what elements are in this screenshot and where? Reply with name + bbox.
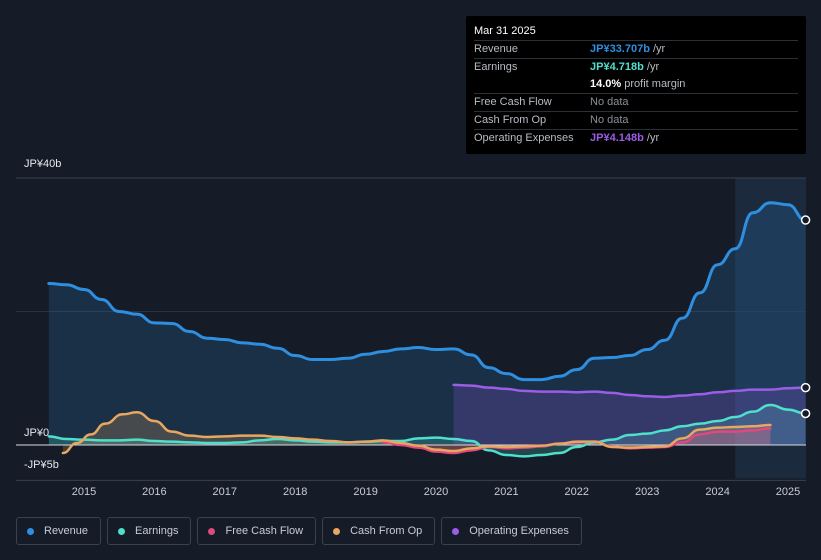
x-tick-label: 2018 xyxy=(282,486,308,498)
series-line-operating-expenses[interactable] xyxy=(452,383,807,399)
tooltip-row-label xyxy=(474,76,590,93)
tooltip-value-unit: /yr xyxy=(646,132,660,144)
x-tick-label: 2019 xyxy=(353,486,378,498)
x-tick-label: 2024 xyxy=(705,486,730,498)
series-line-cash-from-op[interactable] xyxy=(61,411,772,455)
x-tick-label: 2025 xyxy=(775,486,801,498)
tooltip-panel: Mar 31 2025 Revenue JP¥33.707b /yr Earning… xyxy=(466,16,806,154)
tooltip-value-text: JP¥4.148b xyxy=(590,132,644,144)
tooltip-date: Mar 31 2025 xyxy=(474,25,536,37)
legend-label: Earnings xyxy=(135,525,179,537)
legend-label: Cash From Op xyxy=(350,525,423,537)
tooltip-row-label: Revenue xyxy=(474,43,519,55)
series-line-revenue[interactable] xyxy=(47,201,808,382)
legend-item-free-cash-flow[interactable]: Free Cash Flow xyxy=(197,517,317,545)
tooltip-row-value: 14.0% profit margin xyxy=(590,76,798,93)
x-tick-label: 2017 xyxy=(212,486,238,498)
y-tick-label: -JP¥5b xyxy=(24,459,59,471)
tooltip-value-text: 14.0% xyxy=(590,78,622,90)
tooltip-row-label: Free Cash Flow xyxy=(474,96,552,108)
legend-item-revenue[interactable]: Revenue xyxy=(16,517,102,545)
x-tick-label: 2015 xyxy=(71,486,97,498)
tooltip-value-text: JP¥33.707b xyxy=(590,43,650,55)
series-area-operating-expenses xyxy=(453,384,806,445)
legend-label: Operating Expenses xyxy=(469,525,569,537)
tooltip-value-text: No data xyxy=(590,114,629,126)
series-marker-revenue[interactable] xyxy=(800,215,811,225)
legend-dot-icon xyxy=(208,527,216,535)
tooltip-row-value: JP¥4.148b /yr xyxy=(590,130,798,147)
tooltip-row-label: Operating Expenses xyxy=(474,132,574,144)
chart-area xyxy=(16,177,811,481)
x-tick-label: 2023 xyxy=(634,486,660,498)
y-tick-label: JP¥40b xyxy=(24,158,62,170)
tooltip-row: Revenue JP¥33.707b /yr xyxy=(474,40,798,58)
tooltip-row: Earnings JP¥4.718b /yr xyxy=(474,58,798,76)
tooltip-value-unit: /yr xyxy=(653,43,666,55)
tooltip-value-text: JP¥4.718b xyxy=(590,61,644,73)
series-marker-operating-expenses[interactable] xyxy=(800,382,811,393)
x-tick-label: 2016 xyxy=(142,486,167,498)
legend-item-cash-from-op[interactable]: Cash From Op xyxy=(322,517,436,545)
legend-label: Revenue xyxy=(44,525,89,537)
tooltip-row-value: JP¥33.707b /yr xyxy=(590,41,798,58)
legend-dot-icon xyxy=(27,527,34,535)
legend-item-earnings[interactable]: Earnings xyxy=(107,517,192,545)
series-line-earnings[interactable] xyxy=(47,403,807,458)
y-tick-label: JP¥0 xyxy=(24,427,50,439)
tooltip-row: Cash From Op No data xyxy=(474,111,798,129)
legend-dot-icon xyxy=(118,527,126,535)
legend-dot-icon xyxy=(333,527,341,535)
tooltip-value-unit: profit margin xyxy=(624,78,686,90)
tooltip-row-value: No data xyxy=(590,94,798,111)
legend-dot-icon xyxy=(452,527,460,535)
legend: Revenue Earnings Free Cash Flow Cash From O… xyxy=(16,517,582,545)
tooltip-row: Free Cash Flow No data xyxy=(474,93,798,111)
tooltip-row-label: Earnings xyxy=(474,61,518,73)
tooltip-value-text: No data xyxy=(590,96,629,108)
tooltip-value-unit: /yr xyxy=(646,61,660,73)
tooltip-row-value: No data xyxy=(590,112,798,129)
tooltip-row: Operating Expenses JP¥4.148b /yr xyxy=(474,129,798,147)
legend-label: Free Cash Flow xyxy=(225,525,304,537)
x-tick-label: 2022 xyxy=(564,486,590,498)
tooltip-row-label: Cash From Op xyxy=(474,114,547,126)
legend-item-operating-expenses[interactable]: Operating Expenses xyxy=(441,517,582,545)
tooltip-row: 14.0% profit margin xyxy=(474,76,798,93)
tooltip-row-value: JP¥4.718b /yr xyxy=(590,59,798,76)
x-tick-label: 2020 xyxy=(423,486,449,498)
series-area-revenue xyxy=(48,202,806,445)
x-tick-label: 2021 xyxy=(494,486,519,498)
series-marker-earnings[interactable] xyxy=(800,408,811,419)
